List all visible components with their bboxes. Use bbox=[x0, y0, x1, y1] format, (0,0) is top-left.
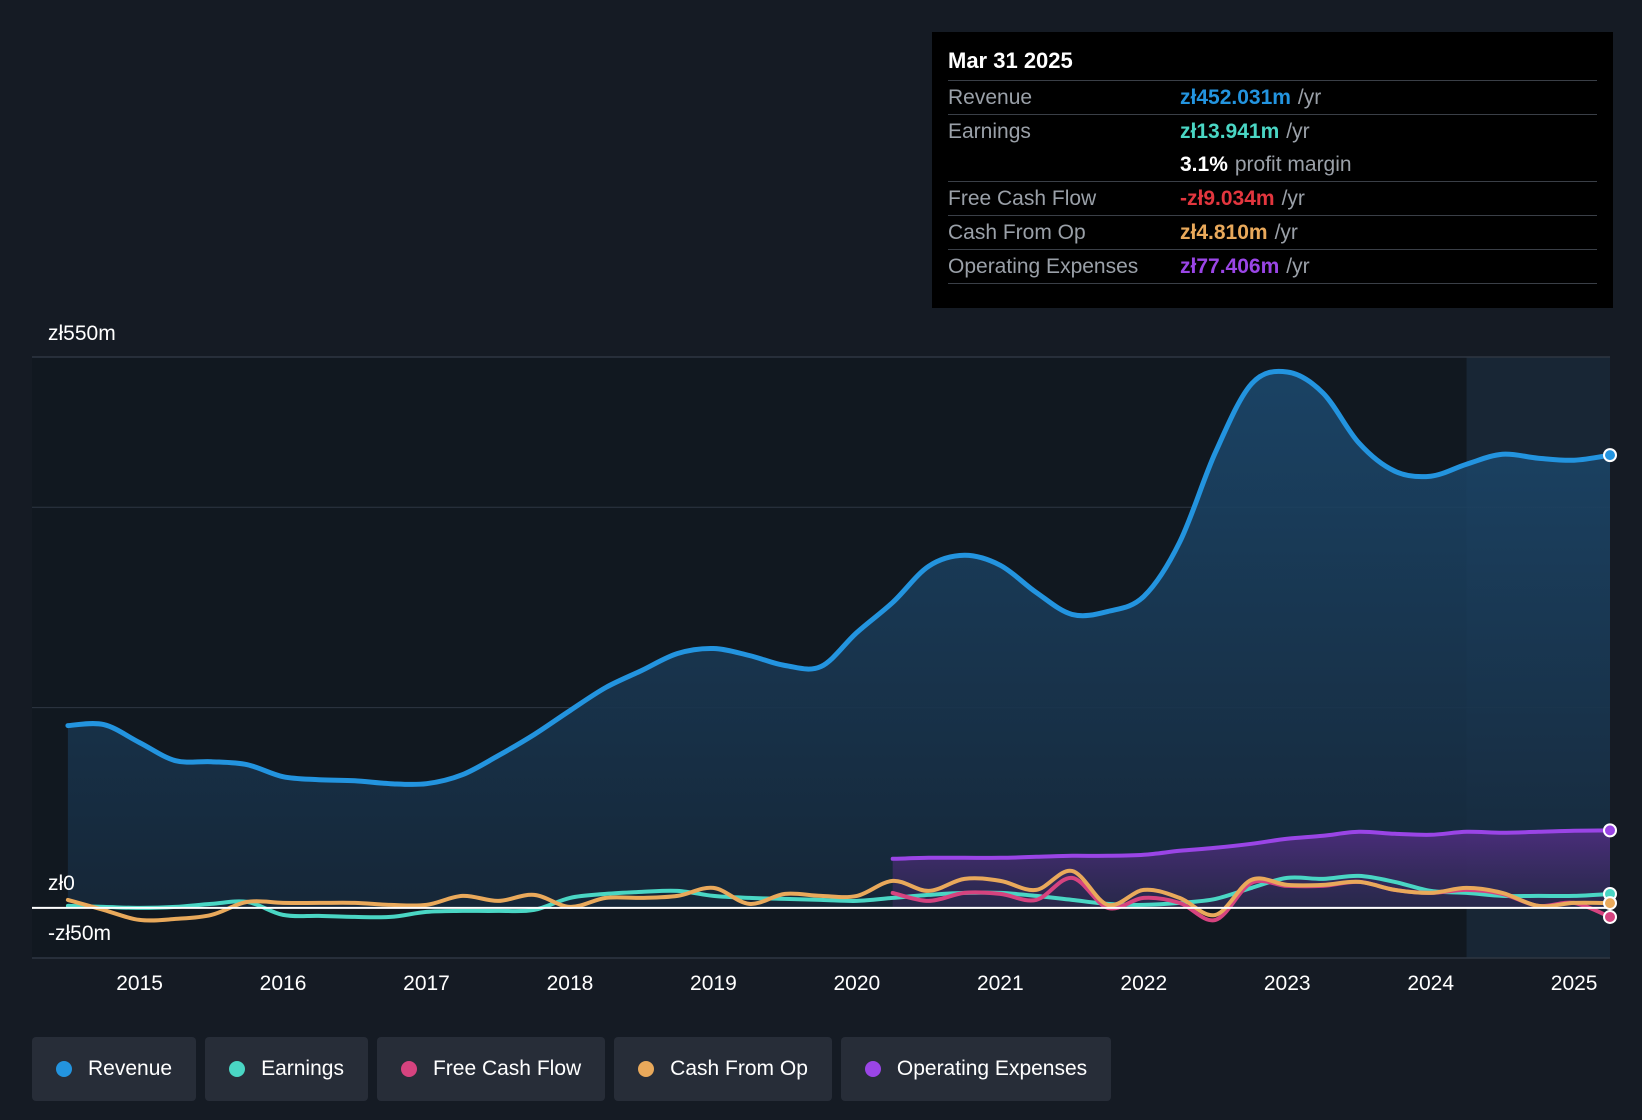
tooltip-margin-text: profit margin bbox=[1234, 153, 1352, 176]
legend-label-earnings: Earnings bbox=[261, 1057, 344, 1080]
tooltip-label-fcf: Free Cash Flow bbox=[948, 187, 1097, 210]
legend-dot-operating-expenses bbox=[864, 1061, 881, 1077]
x-tick-2017: 2017 bbox=[403, 972, 450, 995]
operating-expenses-end-point bbox=[1603, 823, 1617, 838]
cash-from-op-line bbox=[65, 868, 1612, 923]
x-tick-2020: 2020 bbox=[834, 972, 881, 995]
x-tick-2025: 2025 bbox=[1551, 972, 1598, 995]
legend-dot-free-cash-flow bbox=[400, 1061, 417, 1077]
legend-dot-cash-from-op bbox=[638, 1061, 655, 1077]
tooltip-unit-fcf: /yr bbox=[1281, 187, 1305, 210]
x-tick-2022: 2022 bbox=[1120, 972, 1167, 995]
tooltip-row-margin: 3.1% profit margin bbox=[948, 148, 1597, 182]
legend-item-earnings[interactable]: Earnings bbox=[205, 1037, 368, 1101]
operating-expenses-line bbox=[890, 828, 1612, 861]
tooltip-value-cfo: zł4.810m bbox=[1180, 221, 1268, 244]
revenue-end-point bbox=[1603, 448, 1617, 463]
tooltip-row-fcf: Free Cash Flow -zł9.034m /yr bbox=[948, 182, 1597, 216]
chart-legend: Revenue Earnings Free Cash Flow Cash Fro… bbox=[32, 1037, 1112, 1101]
y-axis-top-label: zł550m bbox=[48, 322, 116, 345]
y-axis-zero-label: zł0 bbox=[48, 872, 75, 895]
legend-label-operating-expenses: Operating Expenses bbox=[896, 1057, 1088, 1080]
tooltip-label-earnings: Earnings bbox=[948, 120, 1031, 143]
x-tick-2023: 2023 bbox=[1264, 972, 1311, 995]
tooltip-value-fcf: -zł9.034m bbox=[1180, 187, 1275, 210]
legend-item-cash-from-op[interactable]: Cash From Op bbox=[614, 1037, 832, 1101]
x-tick-2024: 2024 bbox=[1407, 972, 1454, 995]
x-tick-2019: 2019 bbox=[690, 972, 737, 995]
tooltip-margin-value: 3.1% bbox=[1180, 153, 1228, 176]
tooltip-unit-cfo: /yr bbox=[1274, 221, 1298, 244]
tooltip-value-earnings: zł13.941m bbox=[1180, 120, 1280, 143]
legend-label-cash-from-op: Cash From Op bbox=[670, 1057, 808, 1080]
operating-expenses-area bbox=[892, 830, 1610, 908]
legend-label-revenue: Revenue bbox=[88, 1057, 173, 1080]
hover-tooltip: Mar 31 2025 Revenue zł452.031m /yr Earni… bbox=[932, 32, 1613, 308]
tooltip-unit-opex: /yr bbox=[1286, 255, 1310, 278]
tooltip-label-revenue: Revenue bbox=[948, 86, 1033, 109]
tooltip-value-opex: zł77.406m bbox=[1180, 255, 1280, 278]
y-axis-bottom-label: -zł50m bbox=[48, 922, 111, 945]
free-cash-flow-end-point bbox=[1603, 909, 1617, 924]
tooltip-unit-earnings: /yr bbox=[1286, 120, 1310, 143]
x-tick-2018: 2018 bbox=[547, 972, 594, 995]
tooltip-label-opex: Operating Expenses bbox=[948, 255, 1139, 278]
tooltip-unit-revenue: /yr bbox=[1297, 86, 1322, 109]
tooltip-row-revenue: Revenue zł452.031m /yr bbox=[948, 81, 1597, 115]
tooltip-row-cfo: Cash From Op zł4.810m /yr bbox=[948, 216, 1597, 250]
legend-dot-revenue bbox=[56, 1061, 72, 1077]
legend-item-operating-expenses[interactable]: Operating Expenses bbox=[840, 1037, 1112, 1101]
revenue-line bbox=[65, 368, 1613, 787]
x-tick-2021: 2021 bbox=[977, 972, 1024, 995]
x-axis-ticks: 2015 2016 2017 2018 2019 2020 2021 2022 2023 2024… bbox=[116, 972, 1597, 995]
tooltip-label-cfo: Cash From Op bbox=[948, 221, 1086, 244]
cash-from-op-end-point bbox=[1603, 896, 1617, 911]
revenue-area bbox=[67, 371, 1610, 908]
legend-label-free-cash-flow: Free Cash Flow bbox=[432, 1057, 582, 1080]
tooltip-value-revenue: zł452.031m bbox=[1180, 86, 1291, 109]
x-tick-2015: 2015 bbox=[116, 972, 163, 995]
x-tick-2016: 2016 bbox=[260, 972, 307, 995]
tooltip-row-opex: Operating Expenses zł77.406m /yr bbox=[948, 250, 1597, 284]
legend-dot-earnings bbox=[229, 1061, 246, 1077]
tooltip-row-earnings: Earnings zł13.941m /yr bbox=[948, 115, 1597, 148]
legend-item-revenue[interactable]: Revenue bbox=[32, 1037, 197, 1101]
legend-item-free-cash-flow[interactable]: Free Cash Flow bbox=[376, 1037, 606, 1101]
tooltip-date: Mar 31 2025 bbox=[948, 46, 1597, 81]
earnings-line bbox=[65, 873, 1612, 920]
